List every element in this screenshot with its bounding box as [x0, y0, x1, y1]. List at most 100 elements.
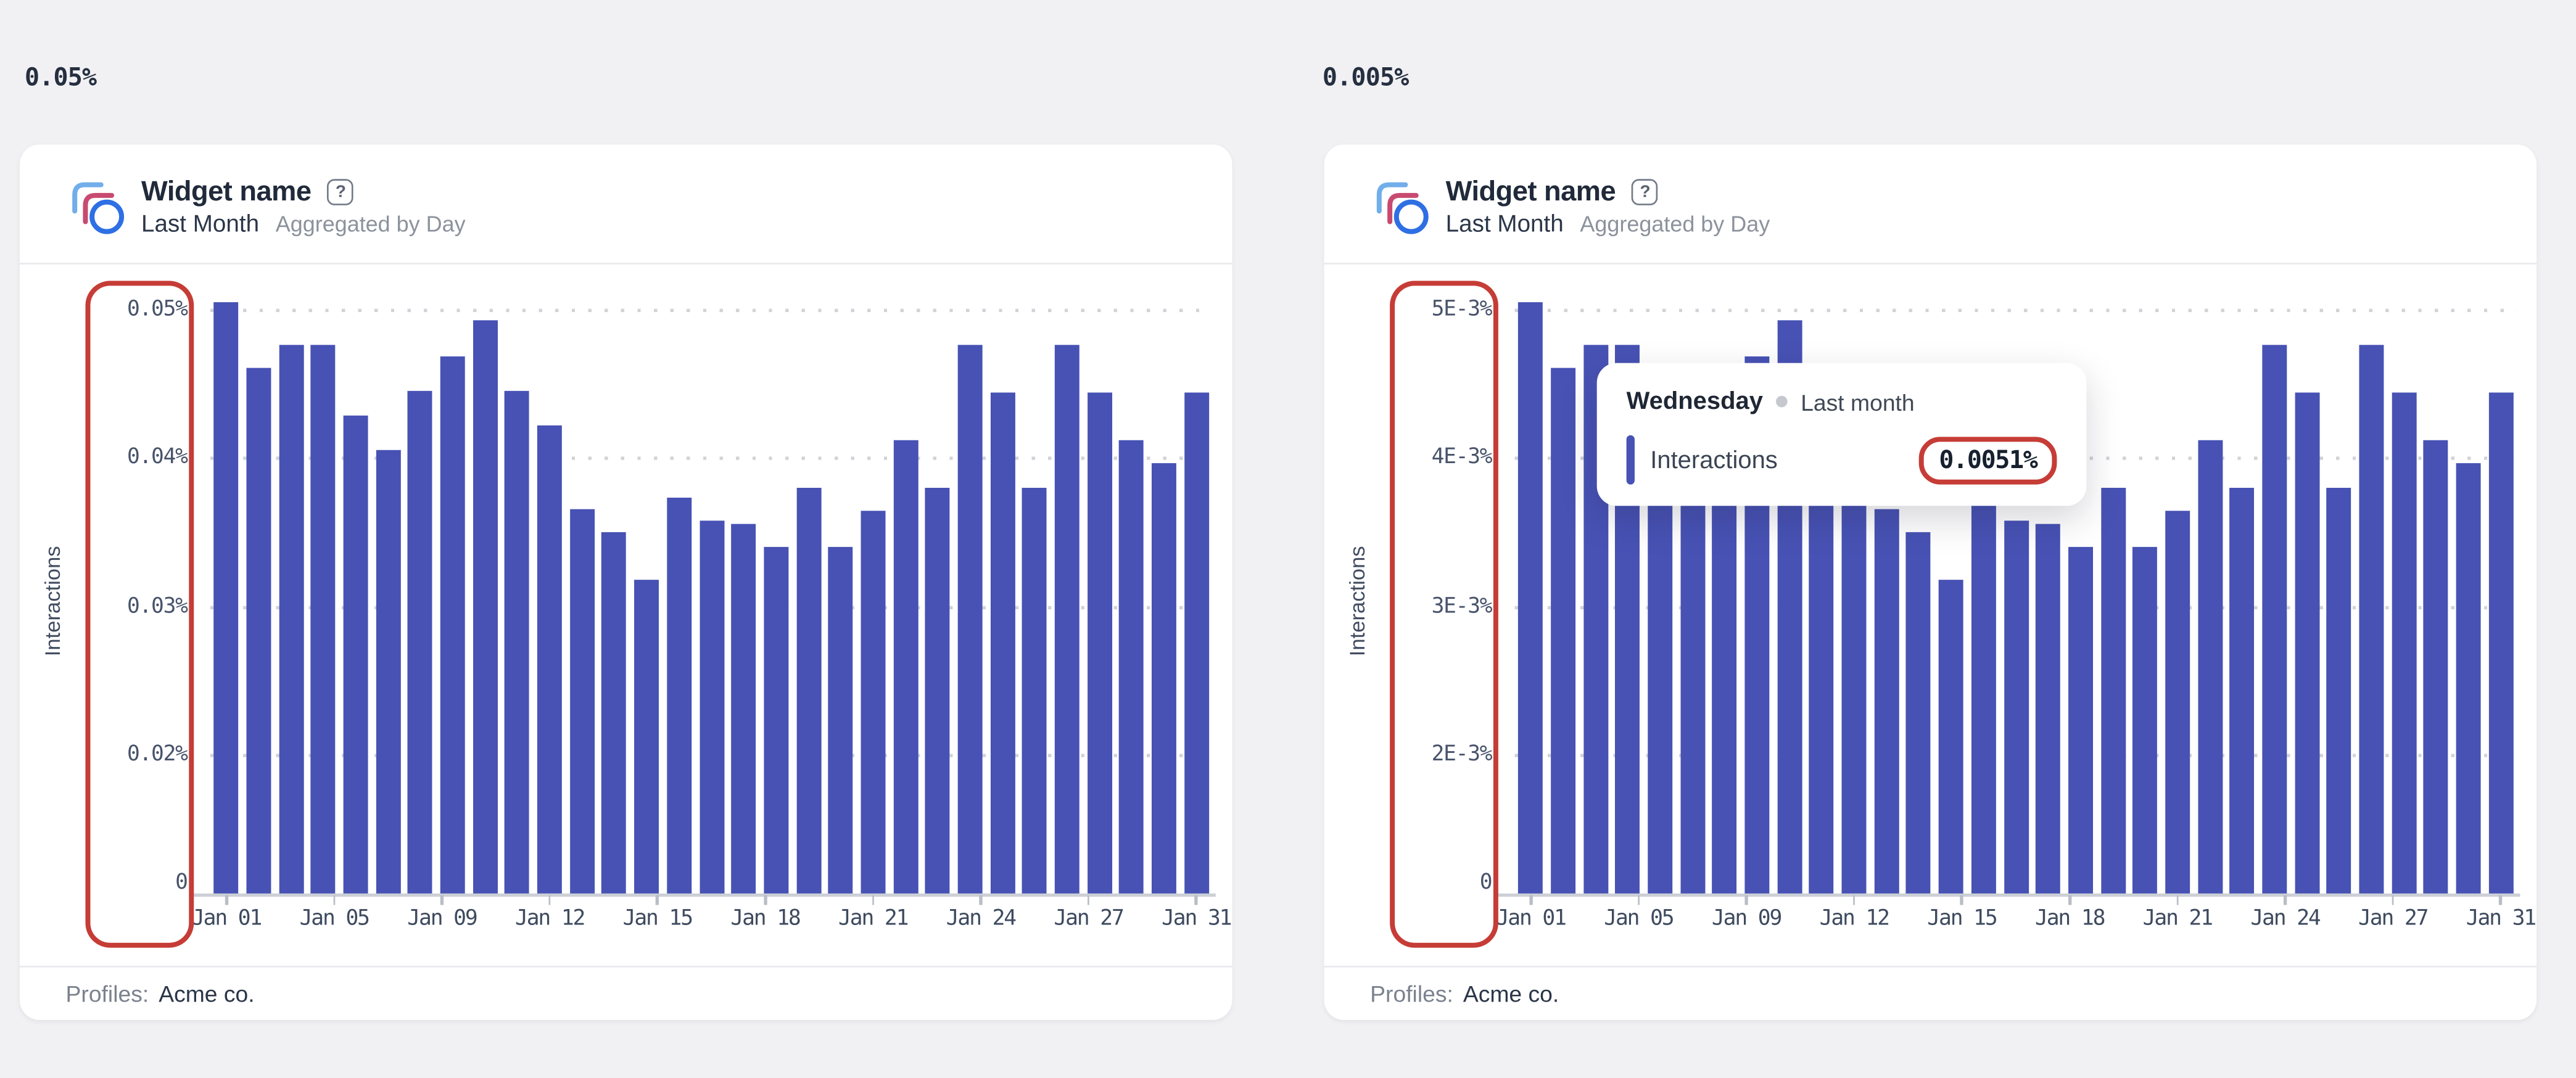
bar-jan-27[interactable]: [2359, 344, 2384, 894]
y-axis-title: Interactions: [1344, 546, 1369, 657]
bar-jan-21[interactable]: [2165, 511, 2190, 894]
x-axis-tick-mark: [440, 895, 444, 905]
x-axis-tick-mark: [1852, 895, 1856, 905]
y-axis-tick-label: 0.03%: [127, 595, 188, 620]
x-axis-tick-mark: [1529, 895, 1532, 905]
bar-jan-03[interactable]: [278, 344, 303, 894]
bar-jan-16[interactable]: [2003, 520, 2028, 894]
bar-jan-31[interactable]: [2488, 392, 2513, 894]
bar-jan-04[interactable]: [311, 344, 336, 894]
bar-jan-24[interactable]: [957, 344, 983, 894]
bar-jan-26[interactable]: [1022, 488, 1047, 894]
widget-title: Widget name: [141, 175, 312, 207]
y-axis-tick-labels: 5E-3% 4E-3% 3E-3% 2E-3% 0: [1373, 265, 1493, 966]
bar-jan-06[interactable]: [1680, 450, 1705, 894]
x-axis-tick-mark: [764, 895, 767, 905]
x-axis-line: [1498, 893, 2520, 896]
bar-jan-06[interactable]: [376, 450, 401, 894]
bar-jan-15[interactable]: [666, 497, 691, 894]
help-icon[interactable]: ?: [328, 179, 354, 205]
x-axis-tick-label: Jan 01: [1496, 907, 1567, 932]
bar-jan-24[interactable]: [2262, 344, 2287, 894]
bar-chart: Interactions 5E-3% 4E-3% 3E-3% 2E-3% 0 Jan 0…: [1324, 265, 2537, 966]
bar-jan-01[interactable]: [214, 303, 239, 894]
bar-jan-07[interactable]: [408, 390, 433, 894]
y-axis-tick-label: 0: [1479, 870, 1493, 895]
x-axis-tick-label: Jan 12: [514, 907, 585, 932]
bar-jan-05[interactable]: [343, 416, 368, 894]
bar-jan-02[interactable]: [1551, 368, 1576, 894]
widget-aggregation: Aggregated by Day: [275, 212, 466, 237]
bar-jan-16[interactable]: [699, 520, 724, 894]
bar-jan-22[interactable]: [893, 439, 918, 894]
bar-jan-10[interactable]: [505, 390, 530, 894]
x-axis-tick-label: Jan 15: [1927, 907, 1997, 932]
bar-jan-15[interactable]: [1971, 497, 1996, 894]
x-axis-tick-label: Jan 15: [622, 907, 693, 932]
x-axis-line: [194, 893, 1216, 896]
widget-title: Widget name: [1445, 175, 1616, 207]
bar-jan-17[interactable]: [731, 524, 756, 894]
bar-jan-13[interactable]: [1906, 531, 1931, 894]
bar-jan-23[interactable]: [2229, 488, 2255, 894]
x-axis-tick-mark: [2499, 895, 2502, 905]
bar-jan-08[interactable]: [440, 356, 465, 894]
y-axis-tick-label: 3E-3%: [1431, 595, 1493, 620]
bar-jan-19[interactable]: [796, 488, 821, 894]
widget-type-icon: [1376, 182, 1429, 234]
help-icon[interactable]: ?: [1632, 179, 1659, 205]
profiles-value: Acme co.: [159, 979, 255, 1006]
bar-jan-22[interactable]: [2197, 439, 2223, 894]
bar-jan-26[interactable]: [2326, 488, 2351, 894]
x-axis-tick-label: Jan 12: [1819, 907, 1890, 932]
bar-jan-29[interactable]: [1119, 439, 1144, 894]
bar-jan-25[interactable]: [2294, 392, 2319, 894]
x-axis-tick-label: Jan 27: [2358, 907, 2429, 932]
bar-jan-18[interactable]: [764, 546, 788, 894]
y-axis-tick-label: 0.05%: [127, 297, 188, 323]
x-axis-tick-label: Jan 05: [299, 907, 370, 932]
y-axis-tick-label: 0.02%: [127, 742, 188, 767]
y-axis-title: Interactions: [40, 546, 65, 657]
plot-area: Jan 01 Jan 05 Jan 09 Jan 12 Jan 15 Jan 18 Jan …: [192, 265, 1232, 966]
series-color-swatch: [1626, 435, 1634, 485]
y-axis-tick-labels: 0.05% 0.04% 0.03% 0.02% 0: [69, 265, 188, 966]
bar-jan-23[interactable]: [925, 488, 950, 894]
bar-jan-31[interactable]: [1184, 392, 1209, 894]
bar-jan-01[interactable]: [1518, 303, 1543, 894]
bar-jan-20[interactable]: [828, 546, 853, 894]
metric-label-right: 0.005%: [1322, 62, 1409, 93]
bar-jan-30[interactable]: [1151, 463, 1176, 894]
widget-aggregation: Aggregated by Day: [1580, 212, 1770, 237]
bar-jan-28[interactable]: [1087, 392, 1112, 894]
bar-jan-02[interactable]: [246, 368, 271, 894]
bar-jan-28[interactable]: [2391, 392, 2416, 894]
x-axis-tick-mark: [1087, 895, 1090, 905]
y-axis-tick-label: 0: [175, 870, 188, 895]
bar-jan-27[interactable]: [1054, 344, 1080, 894]
x-axis-tick-label: Jan 21: [838, 907, 909, 932]
tooltip-day: Wednesday: [1626, 387, 1763, 416]
bar-jan-14[interactable]: [634, 580, 659, 894]
widget-period: Last Month: [141, 212, 260, 239]
bar-jan-25[interactable]: [989, 392, 1015, 894]
bar-jan-21[interactable]: [861, 511, 886, 894]
tooltip-period: Last month: [1801, 388, 1915, 415]
x-axis-tick-label: Jan 09: [407, 907, 477, 932]
bar-jan-14[interactable]: [1939, 580, 1963, 894]
bar-jan-11[interactable]: [537, 426, 563, 894]
bar-jan-19[interactable]: [2100, 488, 2125, 894]
widget-type-icon: [72, 182, 125, 234]
bar-jan-17[interactable]: [2036, 524, 2061, 894]
bar-jan-29[interactable]: [2424, 439, 2449, 894]
bar-jan-20[interactable]: [2132, 546, 2158, 894]
x-axis-tick-label: Jan 27: [1054, 907, 1124, 932]
bar-jan-30[interactable]: [2456, 463, 2481, 894]
gridline: [1514, 308, 2517, 313]
bar-jan-12[interactable]: [569, 509, 595, 894]
bar-jan-18[interactable]: [2068, 546, 2093, 894]
bar-jan-12[interactable]: [1874, 509, 1899, 894]
bar-jan-09[interactable]: [473, 321, 498, 894]
bar-jan-13[interactable]: [602, 531, 627, 894]
